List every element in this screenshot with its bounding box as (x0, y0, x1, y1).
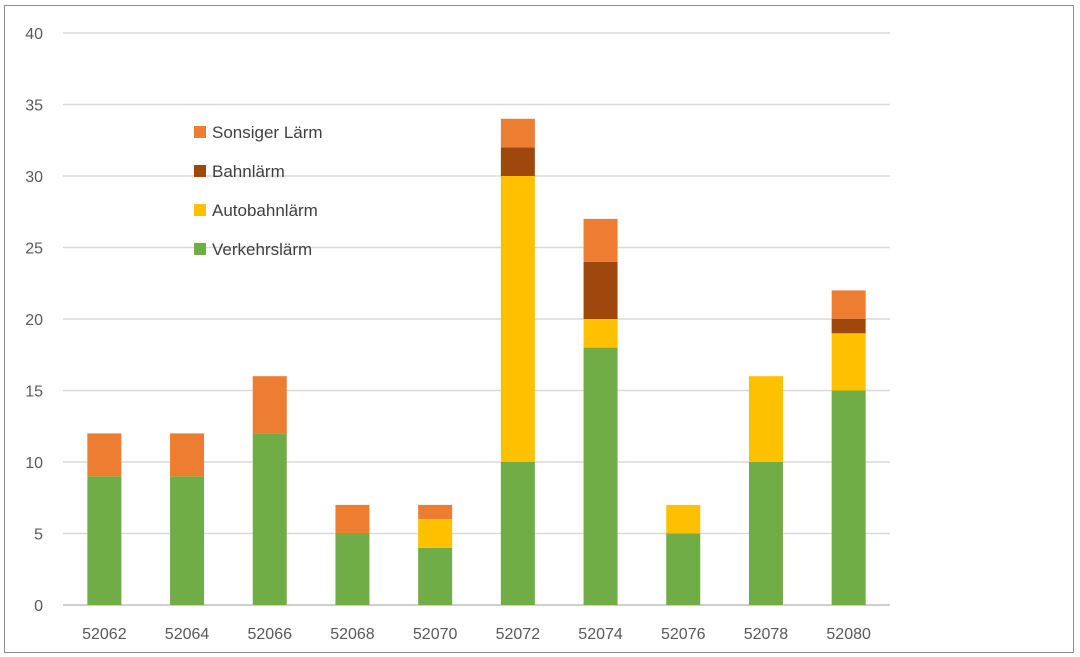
y-tick-label: 25 (25, 241, 43, 258)
bar-segment (583, 261, 618, 319)
bar-segment (583, 218, 618, 262)
legend-label: Bahnlärm (212, 162, 285, 181)
bar-segment (170, 433, 205, 477)
bar-segment (500, 462, 535, 605)
bar-segment (500, 176, 535, 462)
x-tick-label: 52064 (165, 626, 210, 643)
y-tick-label: 0 (34, 598, 43, 615)
y-tick-label: 40 (25, 26, 43, 43)
x-tick-label: 52062 (82, 626, 127, 643)
x-axis-ticks: 52062 52064 52066 52068 52070 52072 52074 52076… (82, 626, 871, 643)
bar-segment (583, 347, 618, 605)
x-tick-label: 52076 (661, 626, 706, 643)
y-tick-label: 5 (34, 527, 43, 544)
bar-segment (252, 433, 287, 605)
legend-label: Autobahnlärm (212, 201, 318, 220)
bar-segment (252, 376, 287, 434)
x-tick-label: 52074 (578, 626, 623, 643)
bar-segment (335, 533, 370, 605)
bar-segment (666, 504, 701, 534)
bar-segment (748, 462, 783, 605)
x-tick-label: 52068 (330, 626, 375, 643)
bar-segment (170, 476, 205, 605)
bar-segment (87, 433, 122, 477)
bar-segment (666, 533, 701, 605)
bar-segment (831, 333, 866, 391)
x-tick-label: 52078 (744, 626, 789, 643)
x-tick-label: 52080 (826, 626, 871, 643)
bar-segment (500, 118, 535, 148)
legend-swatch (194, 165, 206, 177)
bars (87, 118, 866, 605)
x-tick-label: 52066 (248, 626, 293, 643)
legend-swatch (194, 204, 206, 216)
bar-segment (418, 504, 453, 520)
bar-segment (418, 547, 453, 605)
legend-swatch (194, 243, 206, 255)
y-tick-label: 15 (25, 384, 43, 401)
y-tick-label: 10 (25, 455, 43, 472)
x-tick-label: 52070 (413, 626, 458, 643)
bar-segment (583, 319, 618, 348)
bar-segment (831, 319, 866, 334)
bar-segment (748, 376, 783, 462)
bar-segment (335, 504, 370, 534)
y-tick-label: 30 (25, 169, 43, 186)
legend: Sonsiger Lärm Bahnlärm Autobahnlärm Verkehr… (194, 123, 323, 259)
legend-swatch (194, 126, 206, 138)
bar-segment (87, 476, 122, 605)
bar-segment (831, 390, 866, 605)
legend-label: Sonsiger Lärm (212, 123, 323, 142)
bar-segment (831, 290, 866, 319)
y-axis-ticks: 0 5 10 15 20 25 30 35 40 (25, 26, 43, 615)
bar-segment (418, 519, 453, 548)
x-tick-label: 52072 (496, 626, 541, 643)
y-tick-label: 35 (25, 98, 43, 115)
y-tick-label: 20 (25, 312, 43, 329)
chart-frame: 0 5 10 15 20 25 30 35 40 52062 52064 52066 52068 520… (4, 5, 1074, 653)
legend-label: Verkehrslärm (212, 240, 312, 259)
bar-segment (500, 147, 535, 176)
